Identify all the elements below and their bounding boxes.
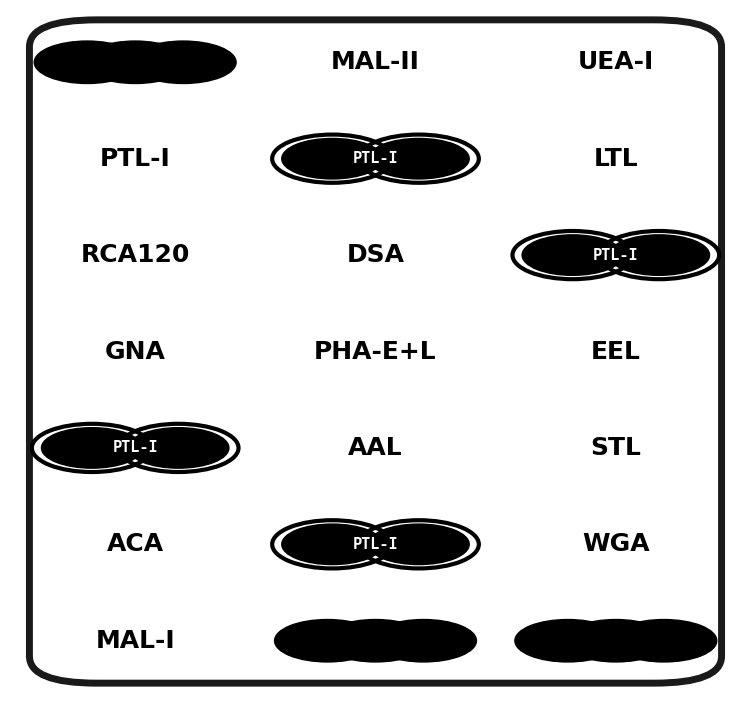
Circle shape [272, 134, 392, 183]
Text: PTL-I: PTL-I [353, 151, 398, 166]
Circle shape [599, 231, 719, 279]
Text: RCA120: RCA120 [80, 243, 190, 267]
Circle shape [275, 619, 380, 662]
Circle shape [131, 41, 236, 84]
Text: PTL-I: PTL-I [113, 440, 158, 456]
Circle shape [608, 235, 710, 276]
Circle shape [368, 138, 469, 179]
Circle shape [83, 41, 188, 84]
Circle shape [563, 619, 668, 662]
Circle shape [272, 520, 392, 569]
Circle shape [41, 427, 143, 468]
Circle shape [35, 41, 140, 84]
Text: GNA: GNA [104, 340, 166, 363]
Text: UEA-I: UEA-I [578, 51, 654, 75]
Text: MAL-II: MAL-II [331, 51, 420, 75]
Circle shape [128, 427, 229, 468]
Text: LTL: LTL [593, 147, 638, 171]
Circle shape [359, 520, 479, 569]
Circle shape [323, 619, 428, 662]
Text: STL: STL [590, 436, 641, 460]
Text: PHA-E+L: PHA-E+L [314, 340, 437, 363]
Text: PTL-I: PTL-I [100, 147, 170, 171]
Circle shape [611, 619, 716, 662]
Circle shape [512, 231, 632, 279]
Text: ACA: ACA [107, 532, 164, 556]
Circle shape [282, 138, 383, 179]
Circle shape [119, 424, 239, 472]
Text: MAL-I: MAL-I [95, 628, 175, 652]
Text: WGA: WGA [582, 532, 650, 556]
Text: EEL: EEL [591, 340, 641, 363]
Text: AAL: AAL [348, 436, 403, 460]
Circle shape [515, 619, 620, 662]
Circle shape [282, 524, 383, 565]
Circle shape [371, 619, 476, 662]
Text: DSA: DSA [346, 243, 405, 267]
Text: PTL-I: PTL-I [593, 247, 638, 263]
Circle shape [522, 235, 623, 276]
Text: PTL-I: PTL-I [353, 537, 398, 552]
Circle shape [368, 524, 469, 565]
Circle shape [32, 424, 152, 472]
FancyBboxPatch shape [29, 20, 722, 683]
Circle shape [359, 134, 479, 183]
